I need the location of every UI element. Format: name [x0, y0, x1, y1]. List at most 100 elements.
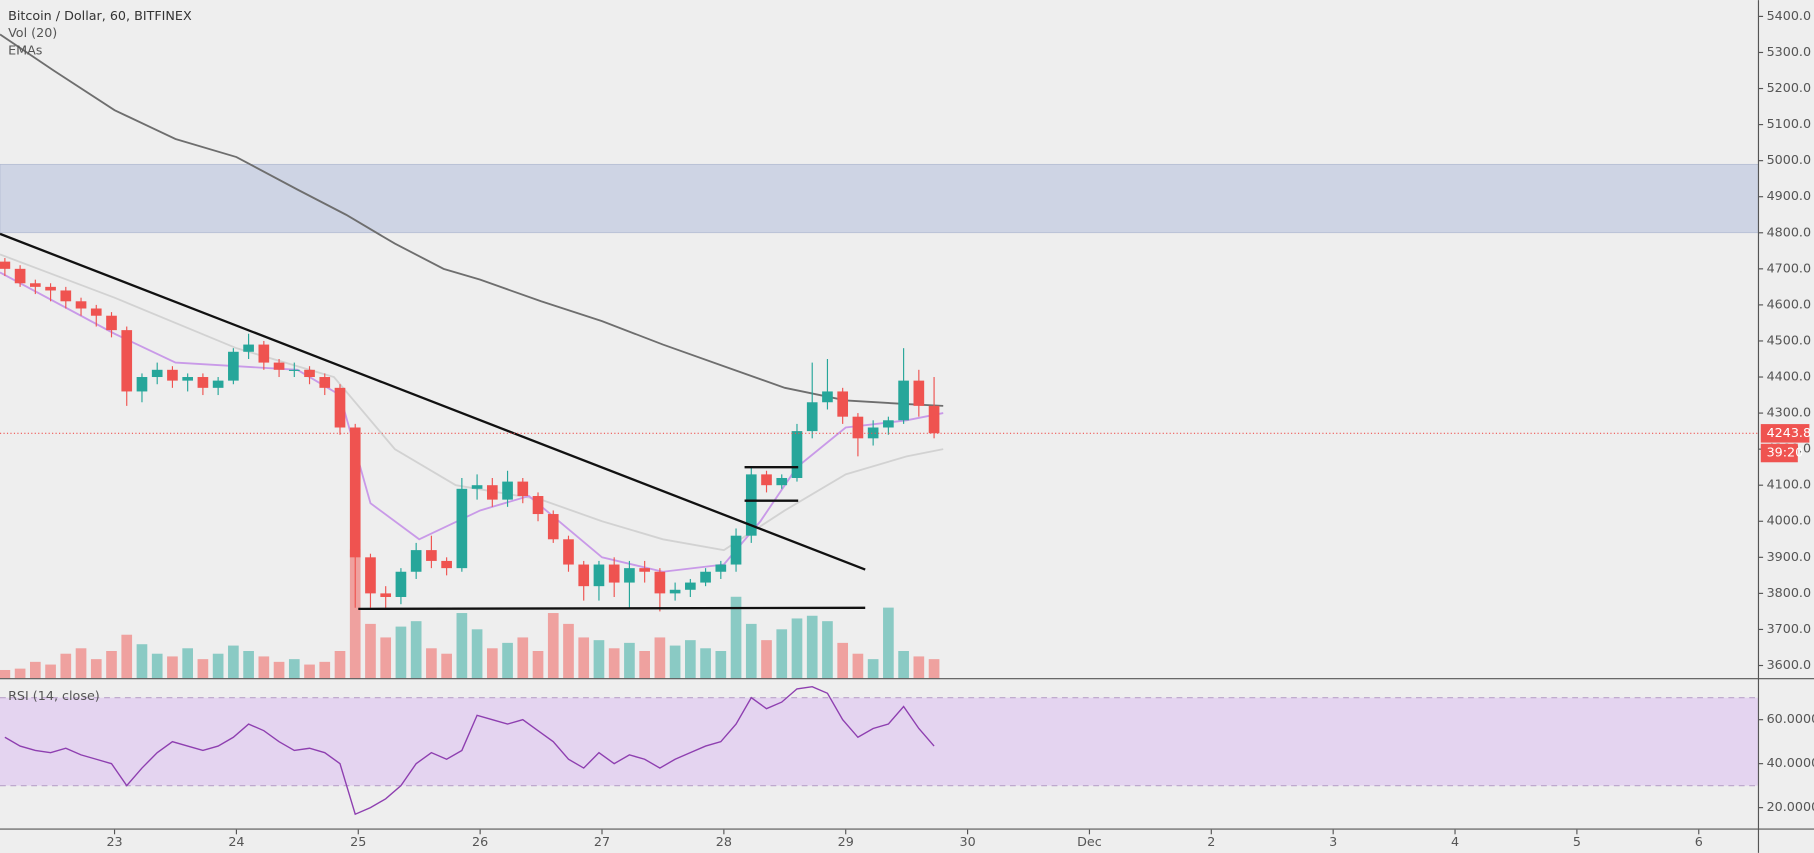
candle-body [380, 593, 392, 597]
candle-body [593, 564, 605, 587]
candle-body [563, 539, 574, 565]
volume-bar [136, 644, 148, 679]
candle-body [197, 377, 209, 388]
volume-bar [608, 648, 620, 679]
x-tick-label: 6 [1695, 834, 1703, 849]
last-price-label: 4243.8 [1767, 425, 1812, 440]
volume-bar [243, 651, 254, 679]
y-tick-label: 3800.0 [1767, 585, 1812, 600]
candle-body [14, 268, 26, 284]
volume-bar [806, 615, 818, 679]
plot-marks [0, 232, 1759, 816]
volume-bar [517, 637, 529, 679]
candle-body [395, 571, 407, 597]
volume-bar [486, 648, 498, 679]
candle-body [517, 481, 529, 497]
plot-back [0, 33, 1759, 787]
x-tick-label: 24 [228, 834, 244, 849]
volume-bar [273, 661, 285, 679]
volume-bar [106, 651, 117, 679]
volume-bar [593, 640, 605, 679]
volume-bar [791, 618, 803, 679]
volume-bar [258, 656, 270, 679]
candle-body [426, 550, 437, 561]
x-tick-label: 25 [350, 834, 366, 849]
candle-body [90, 308, 102, 316]
candle-body [288, 369, 300, 371]
volume-bar [715, 651, 727, 679]
chart-title: Bitcoin / Dollar, 60, BITFINEX [8, 8, 192, 23]
volume-bar [852, 653, 864, 679]
candle-body [669, 589, 681, 594]
y-tick-label: 4400.0 [1767, 369, 1812, 384]
y-tick-label: 5200.0 [1767, 80, 1812, 95]
candle-body [441, 560, 452, 569]
volume-bar [380, 637, 392, 679]
y-tick-label: 4900.0 [1767, 188, 1812, 203]
zone [0, 163, 1759, 234]
candle-body [228, 351, 239, 381]
x-tick-label: 3 [1329, 834, 1337, 849]
volume-bar [883, 607, 894, 679]
candle-body [806, 402, 818, 432]
candle-body [243, 344, 254, 352]
y-tick-label: 5100.0 [1767, 116, 1812, 131]
candle-body [167, 369, 178, 381]
candle-body [106, 315, 117, 331]
volume-bar [288, 659, 300, 679]
candle-body [532, 496, 544, 515]
candle-body [0, 261, 11, 269]
x-tick-label: 28 [716, 834, 732, 849]
candle-body [273, 362, 285, 370]
volume-bar [502, 642, 513, 679]
volume-bar [578, 637, 590, 679]
trend-line [0, 232, 866, 571]
volume-bar [837, 642, 849, 679]
volume-legend: Vol (20) [8, 25, 57, 40]
volume-bar [532, 651, 544, 679]
candle-body [486, 485, 498, 500]
y-tick-label: 3600.0 [1767, 657, 1812, 672]
y-tick-label: 4700.0 [1767, 260, 1812, 275]
volume-bar [14, 668, 26, 679]
volume-bar [898, 651, 909, 679]
volume-bar [654, 637, 666, 679]
candle-body [410, 550, 422, 572]
volume-bar [334, 651, 346, 679]
candle-body [867, 427, 879, 439]
candle-body [776, 477, 788, 486]
volume-bar [624, 642, 635, 679]
candle-body [928, 405, 940, 434]
ema-line [0, 271, 944, 573]
rsi-title: RSI (14, close) [8, 688, 100, 703]
y-tick-label: 40.0000 [1767, 755, 1814, 770]
candle-body [471, 485, 483, 489]
volume-bar [60, 653, 72, 679]
volume-bar [867, 659, 879, 679]
ema-legend: EMAs [8, 43, 42, 58]
volume-bar [822, 621, 833, 679]
ema-line [0, 33, 944, 407]
volume-bar [121, 634, 133, 679]
rsi-line [4, 685, 935, 816]
candle-body [456, 488, 468, 569]
volume-bar [182, 648, 193, 679]
candle-body [136, 377, 148, 392]
volume-bar [410, 621, 422, 679]
volume-bar [426, 648, 437, 679]
candle-body [913, 380, 925, 406]
volume-bar [365, 623, 376, 679]
candle-body [608, 564, 620, 583]
candle-body [349, 427, 361, 558]
candle-body [151, 369, 163, 378]
y-tick-label: 4000.0 [1767, 513, 1812, 528]
volume-bar [45, 664, 56, 679]
candle-body [304, 369, 315, 378]
candle-body [745, 474, 757, 536]
volume-bar [700, 648, 711, 679]
candle-body [258, 344, 270, 363]
candle-body [75, 301, 87, 309]
countdown-tag [1760, 443, 1798, 463]
